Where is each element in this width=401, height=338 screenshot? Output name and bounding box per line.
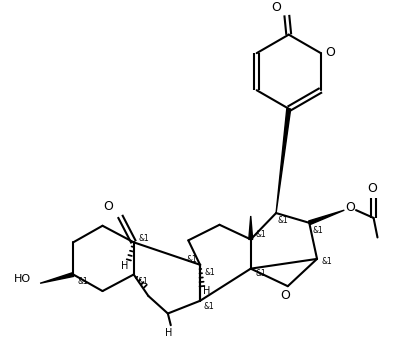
Text: &1: &1 [186,256,197,264]
Text: &1: &1 [137,277,148,286]
Text: &1: &1 [77,277,88,286]
Polygon shape [308,210,344,225]
Polygon shape [248,216,252,239]
Text: HO: HO [14,274,31,284]
Text: O: O [270,1,280,14]
Text: &1: &1 [277,216,288,225]
Text: &1: &1 [255,230,265,239]
Text: &1: &1 [321,257,331,266]
Text: O: O [325,46,335,59]
Text: O: O [367,182,377,195]
Text: &1: &1 [203,302,214,311]
Text: H: H [203,286,210,296]
Text: H: H [165,328,172,338]
Text: &1: &1 [138,234,148,243]
Text: &1: &1 [255,269,265,278]
Text: O: O [103,200,113,213]
Text: &1: &1 [312,226,322,235]
Text: O: O [279,289,289,303]
Polygon shape [40,273,73,283]
Text: H: H [121,261,128,271]
Polygon shape [275,108,290,213]
Text: O: O [344,201,354,214]
Text: &1: &1 [204,268,215,277]
